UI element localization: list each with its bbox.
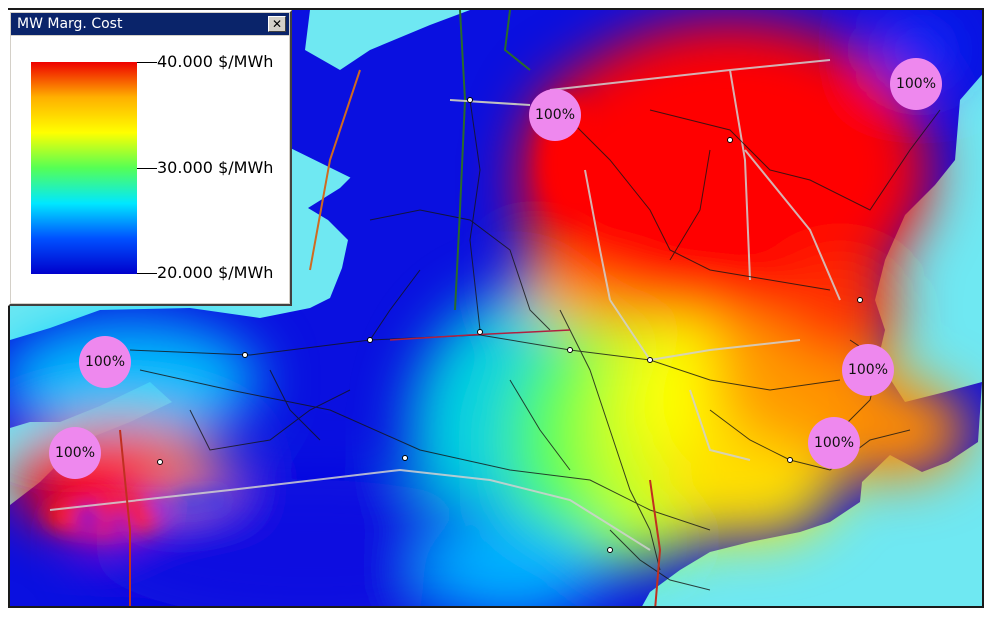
legend-label-min: 20.000 $/MWh	[157, 263, 274, 282]
line-loading-badge[interactable]: 100%	[529, 89, 581, 141]
legend-tick-min	[137, 273, 157, 274]
bus-nodes	[157, 97, 863, 553]
legend-window[interactable]: MW Marg. Cost ✕ 40.000 $/MWh 30.000 $/MW…	[8, 10, 292, 306]
line-loading-badge[interactable]: 100%	[808, 417, 860, 469]
region-boundaries	[49, 59, 841, 551]
legend-tick-max	[137, 62, 157, 63]
legend-label-mid: 30.000 $/MWh	[157, 158, 274, 177]
line-loading-badge[interactable]: 100%	[79, 336, 131, 388]
close-icon[interactable]: ✕	[268, 16, 286, 32]
line-loading-badge[interactable]: 100%	[49, 427, 101, 479]
legend-body: 40.000 $/MWh 30.000 $/MWh 20.000 $/MWh	[11, 36, 289, 303]
legend-label-max: 40.000 $/MWh	[157, 52, 274, 71]
legend-tick-mid	[137, 168, 157, 169]
line-loading-badge[interactable]: 100%	[890, 58, 942, 110]
line-loading-badge[interactable]: 100%	[842, 344, 894, 396]
legend-title: MW Marg. Cost	[17, 16, 123, 32]
hv-lines	[119, 10, 662, 606]
legend-title-bar[interactable]: MW Marg. Cost ✕	[11, 13, 289, 35]
color-scale-bar	[31, 62, 137, 274]
